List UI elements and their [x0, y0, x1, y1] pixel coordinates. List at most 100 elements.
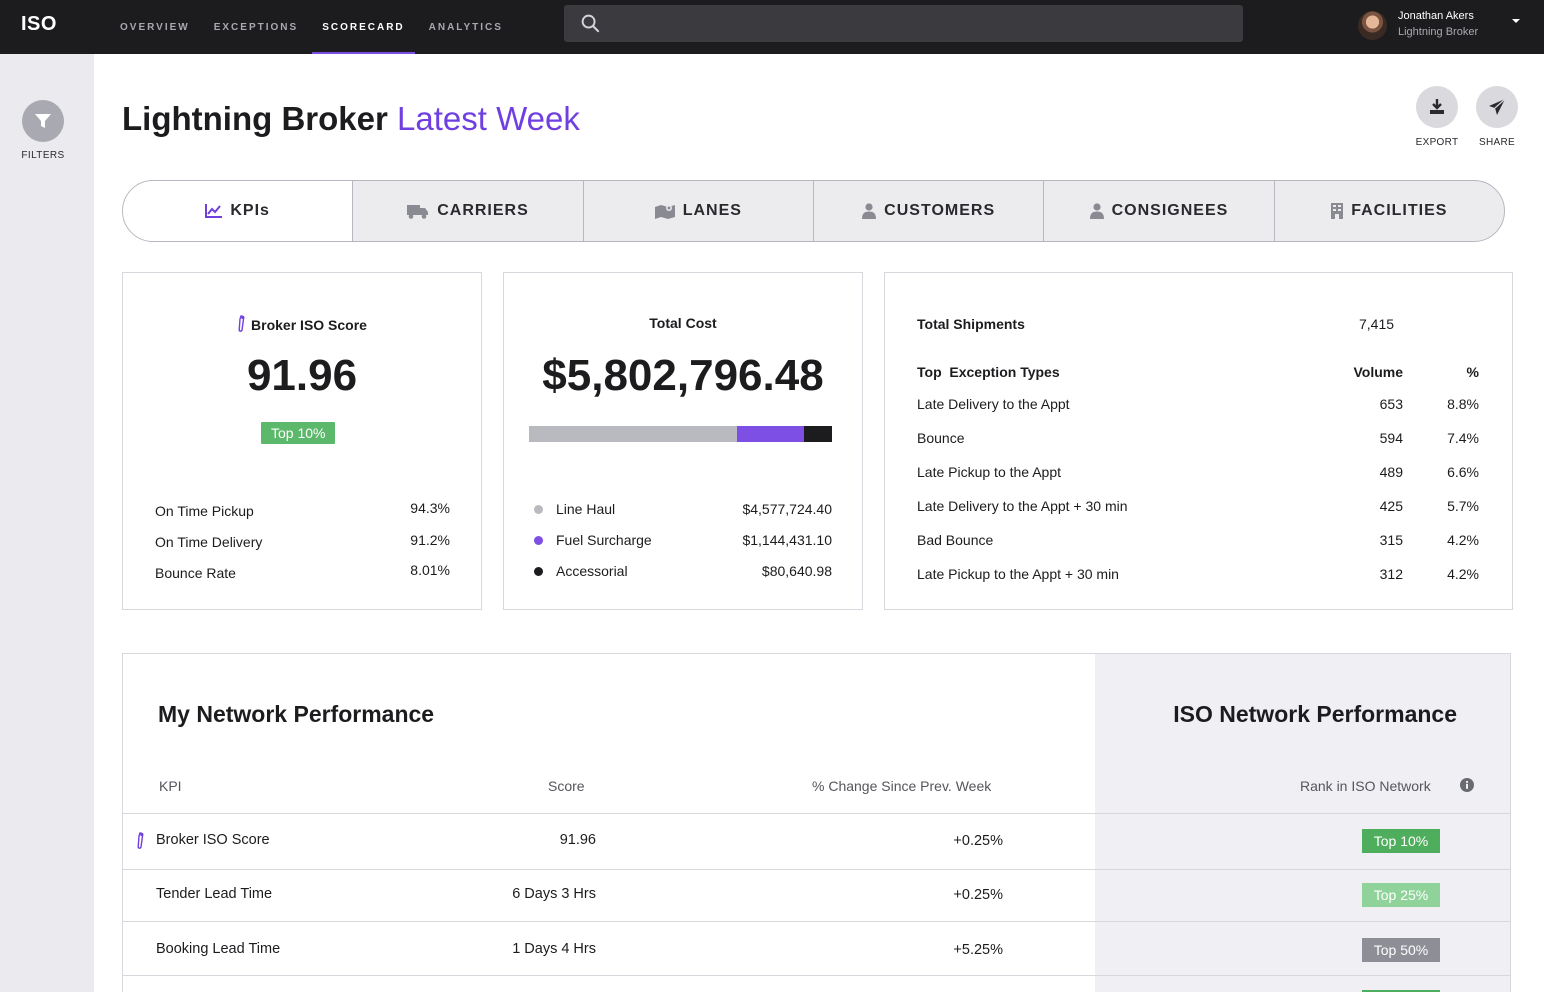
tab-label: CUSTOMERS: [884, 202, 996, 219]
legend-dot: [534, 504, 543, 514]
tab-label: LANES: [682, 202, 742, 219]
iso-network-title: ISO Network Performance: [1173, 701, 1457, 727]
rank-badge: Top 50%: [1362, 938, 1440, 962]
tab-label: CARRIERS: [437, 202, 529, 219]
search-input[interactable]: [564, 5, 1243, 42]
exceptions-header: Top Exception Types Volume %: [917, 364, 1479, 380]
divider: [123, 869, 1510, 870]
exception-volume: 312: [1379, 566, 1403, 582]
info-icon[interactable]: [1460, 778, 1474, 792]
metric-value: 91.2%: [410, 532, 450, 548]
tab-kpis[interactable]: KPIs: [123, 181, 353, 241]
total-shipments-label: Total Shipments: [917, 316, 1025, 332]
user-menu[interactable]: Jonathan Akers Lightning Broker: [1358, 10, 1528, 44]
search-icon: [581, 14, 600, 33]
user-org: Lightning Broker: [1398, 26, 1479, 38]
exception-volume: 594: [1379, 430, 1403, 446]
iso-network-section: [1095, 654, 1510, 992]
exception-pct: 8.8%: [1447, 396, 1479, 412]
pin-icon: [238, 315, 245, 332]
tab-label: FACILITIES: [1351, 202, 1448, 219]
legend-dot: [534, 535, 543, 545]
paper-plane-icon: [1489, 98, 1506, 115]
tab-facilities[interactable]: FACILITIES: [1273, 181, 1504, 241]
cost-bar-line-haul: [529, 426, 737, 442]
rank-badge: Top 10%: [1362, 829, 1440, 853]
main-content: Lightning Broker Latest Week EXPORT SHAR…: [94, 54, 1544, 992]
exception-volume: 653: [1379, 396, 1403, 412]
shipments-card: Total Shipments 7,415 Top Exception Type…: [884, 272, 1513, 610]
tab-lanes[interactable]: LANES: [582, 181, 813, 241]
col-change: % Change Since Prev. Week: [812, 778, 992, 794]
exception-row: Late Delivery to the Appt 653 8.8%: [917, 396, 1479, 412]
avatar: [1358, 11, 1387, 40]
exception-pct: 4.2%: [1447, 532, 1479, 548]
rank-badge-partial: [1362, 990, 1440, 992]
exception-row: Late Delivery to the Appt + 30 min 425 5…: [917, 498, 1479, 514]
nav-analytics[interactable]: ANALYTICS: [428, 21, 503, 33]
page-title-main: Lightning Broker: [122, 100, 388, 137]
scorecard-tabs: KPIs CARRIERS LANES CUSTOMERS CONSIGNEES…: [122, 180, 1505, 242]
col-type: Top Exception Types: [917, 364, 1060, 380]
exception-pct: 4.2%: [1447, 566, 1479, 582]
chart-line-icon: [205, 204, 223, 218]
filters-button[interactable]: [22, 100, 64, 142]
tab-consignees[interactable]: CONSIGNEES: [1043, 181, 1273, 241]
legend-label: Fuel Surcharge: [556, 532, 652, 548]
exception-type: Late Pickup to the Appt + 30 min: [917, 566, 1119, 582]
metric-value: 94.3%: [410, 500, 450, 516]
pin-icon: [137, 832, 144, 849]
main-nav: OVERVIEW EXCEPTIONS SCORECARD ANALYTICS: [108, 0, 515, 54]
truck-icon: [407, 204, 429, 219]
exception-pct: 6.6%: [1447, 464, 1479, 480]
nav-scorecard[interactable]: SCORECARD: [310, 0, 416, 54]
nav-exceptions[interactable]: EXCEPTIONS: [213, 21, 299, 33]
chevron-down-icon: [1512, 19, 1520, 23]
network-performance-panel: My Network Performance ISO Network Perfo…: [122, 653, 1511, 992]
exception-row: Bounce 594 7.4%: [917, 430, 1479, 446]
tab-carriers[interactable]: CARRIERS: [352, 181, 582, 241]
app-logo[interactable]: ISO: [21, 13, 57, 35]
kpi-score: 91.96: [559, 832, 596, 848]
exception-type: Bad Bounce: [917, 532, 994, 548]
score-card-title: Broker ISO Score: [123, 315, 481, 333]
cost-legend-row: Accessorial $80,640.98: [534, 563, 832, 579]
score-rank-badge: Top 10%: [261, 422, 336, 444]
metric-row: On Time Pickup 94.3%: [155, 500, 450, 519]
legend-label: Accessorial: [556, 563, 628, 579]
share-button[interactable]: SHARE: [1467, 86, 1527, 148]
legend-value: $80,640.98: [761, 563, 832, 579]
exception-pct: 7.4%: [1447, 430, 1479, 446]
export-button[interactable]: EXPORT: [1407, 86, 1467, 148]
broker-score-value: 91.96: [246, 351, 358, 400]
total-shipments-row: Total Shipments 7,415: [917, 316, 1479, 332]
page-title: Lightning Broker Latest Week: [122, 100, 580, 138]
cost-legend-row: Line Haul $4,577,724.40: [534, 501, 832, 517]
total-shipments-value: 7,415: [1359, 316, 1395, 332]
metric-label: Bounce Rate: [155, 565, 236, 581]
sidebar: FILTERS: [0, 54, 94, 992]
legend-value: $4,577,724.40: [742, 501, 832, 517]
broker-score-card: Broker ISO Score 91.96 Top 10% On Time P…: [122, 272, 482, 610]
tab-label: CONSIGNEES: [1111, 202, 1229, 219]
exception-volume: 315: [1379, 532, 1403, 548]
metric-value: 8.01%: [410, 562, 450, 578]
col-rank: Rank in ISO Network: [1300, 778, 1431, 794]
exception-row: Bad Bounce 315 4.2%: [917, 532, 1479, 548]
exception-row: Late Pickup to the Appt + 30 min 312 4.2…: [917, 566, 1479, 582]
cost-bar-fuel-surcharge: [737, 426, 804, 442]
col-score: Score: [548, 778, 585, 794]
person-icon: [862, 203, 877, 219]
divider: [123, 975, 1510, 976]
tab-customers[interactable]: CUSTOMERS: [812, 181, 1043, 241]
divider: [123, 921, 1510, 922]
kpi-name: Tender Lead Time: [156, 886, 273, 902]
export-label: EXPORT: [1415, 137, 1459, 148]
col-pct: %: [1466, 364, 1479, 380]
score-title-text: Broker ISO Score: [251, 317, 367, 333]
kpi-name: Booking Lead Time: [156, 941, 281, 957]
kpi-change: +0.25%: [953, 887, 1003, 903]
nav-overview[interactable]: OVERVIEW: [120, 21, 190, 33]
divider: [123, 813, 1510, 814]
person-icon: [1089, 203, 1104, 219]
